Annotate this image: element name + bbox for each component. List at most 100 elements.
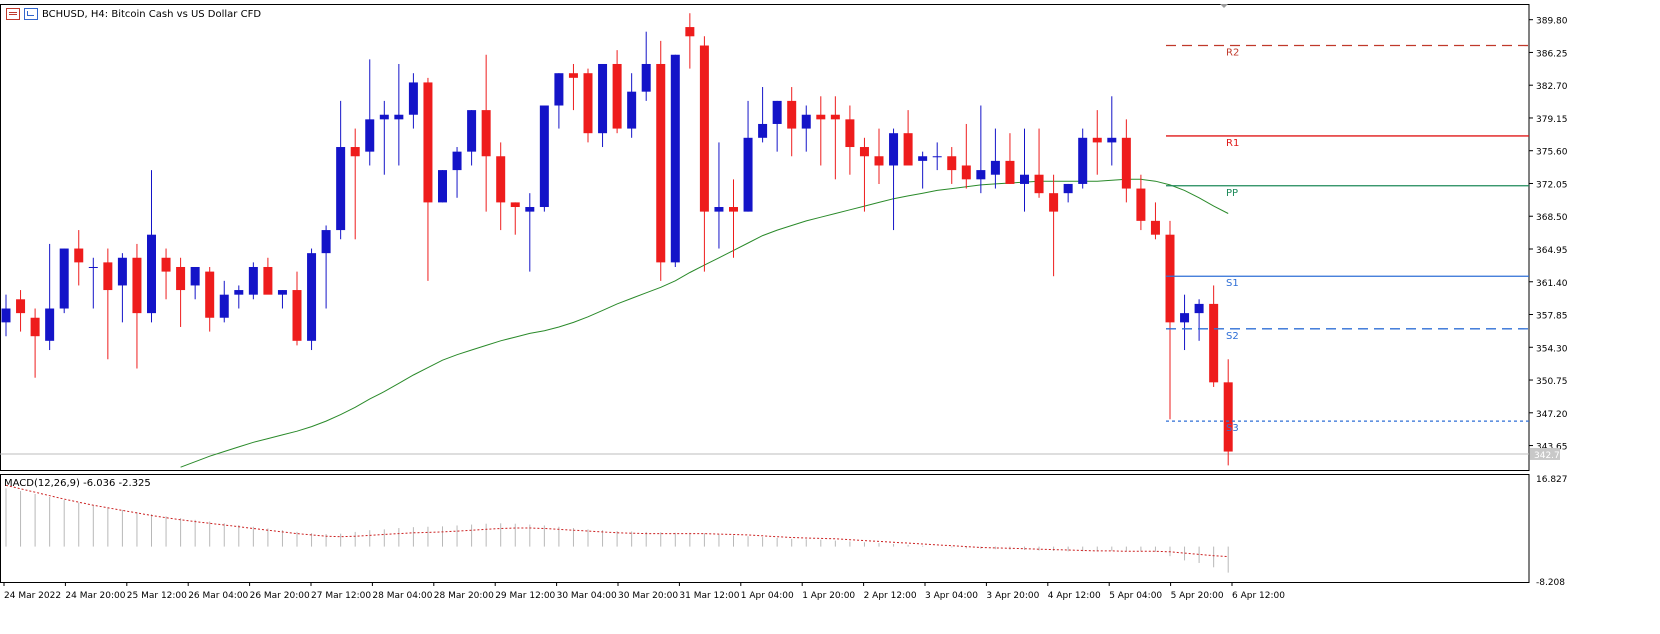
time-tick-label: 3 Apr 04:00 [925, 591, 978, 601]
candle-body [132, 257, 142, 314]
time-tick-label: 31 Mar 12:00 [679, 591, 739, 601]
candle [292, 271, 302, 346]
main-plot-border [0, 4, 1530, 471]
price-tick-label: 386.25 [1536, 49, 1568, 59]
candle [248, 262, 258, 300]
candle-body [147, 234, 156, 314]
time-tick-label: 30 Mar 04:00 [557, 591, 617, 601]
candle [147, 170, 156, 323]
candle-body [263, 266, 273, 295]
candle-body [787, 100, 797, 129]
candle [1150, 202, 1160, 240]
candle [961, 123, 971, 189]
candle-body [1049, 193, 1059, 212]
candle-body [1, 308, 11, 323]
candle [336, 100, 346, 240]
candle [350, 128, 360, 240]
candle-body [1209, 303, 1219, 383]
price-tick-label: 361.40 [1536, 279, 1568, 289]
candle-body [1194, 303, 1204, 314]
time-tick-label: 24 Mar 2022 [4, 591, 61, 601]
macd-axis-bottom-label: -8.208 [1536, 578, 1565, 588]
candle-body [510, 202, 520, 208]
candle-body [248, 266, 258, 295]
candle-body [103, 262, 113, 291]
time-tick-label: 1 Apr 20:00 [802, 591, 855, 601]
candle [117, 253, 127, 323]
candle-body [539, 105, 549, 208]
time-tick-label: 25 Mar 12:00 [127, 591, 187, 601]
candle-body [379, 114, 389, 120]
candle [467, 110, 477, 166]
candle [1165, 220, 1175, 420]
current-price-label: 342.74 [1534, 451, 1566, 461]
candle [874, 128, 884, 184]
candle [481, 54, 491, 212]
time-tick-label: 5 Apr 20:00 [1171, 591, 1224, 601]
candle-body [277, 290, 287, 295]
candle [190, 266, 200, 300]
candle [627, 73, 637, 138]
candle-body [889, 133, 899, 166]
candle-body [1165, 234, 1175, 323]
time-tick-label: 2 Apr 12:00 [864, 591, 917, 601]
time-tick-label: 28 Mar 04:00 [372, 591, 432, 601]
candle-body [176, 266, 186, 291]
candle [277, 290, 287, 309]
chart-type-icon[interactable] [24, 8, 38, 20]
price-tick-label: 375.60 [1536, 148, 1568, 158]
candle [918, 151, 928, 189]
candle-body [1136, 188, 1146, 221]
pivot-label-s3: S3 [1226, 423, 1239, 434]
candle-body [874, 156, 884, 166]
candle [321, 225, 331, 309]
candle-body [1020, 174, 1029, 184]
candle-body [1180, 313, 1190, 323]
candle-body [365, 119, 375, 152]
candle-body [1150, 220, 1160, 235]
price-tick-label: 368.50 [1536, 213, 1568, 223]
candle [772, 100, 782, 152]
chart-menu-icon[interactable] [6, 8, 20, 20]
candle-body [336, 147, 346, 231]
candle [859, 137, 869, 212]
candle [74, 230, 84, 286]
candle-body [714, 207, 724, 212]
candle [510, 202, 520, 235]
candle [394, 63, 404, 166]
pivot-label-r1: R1 [1226, 138, 1239, 149]
candle-body [452, 151, 462, 171]
candle [219, 280, 229, 323]
candle [612, 50, 622, 134]
candle-body [234, 290, 244, 295]
candle [889, 128, 899, 231]
candle [423, 77, 433, 281]
candle [379, 100, 389, 175]
candle-body [1034, 174, 1044, 194]
candle-body [758, 123, 768, 138]
candle-body [481, 110, 491, 157]
candle-body [990, 160, 1000, 175]
candle-body [525, 207, 535, 212]
candle-body [161, 257, 171, 272]
time-tick-label: 3 Apr 20:00 [986, 591, 1039, 601]
candle-body [321, 230, 331, 254]
pivot-label-r2: R2 [1226, 48, 1239, 59]
candle [205, 266, 215, 332]
candle [568, 63, 578, 111]
candle-body [423, 82, 433, 203]
candle-body [438, 170, 447, 203]
candle [1136, 174, 1146, 231]
pivot-label-s1: S1 [1226, 278, 1239, 289]
candle-body [88, 266, 98, 268]
candle [1209, 285, 1219, 387]
candle [408, 73, 418, 129]
scroll-marker-icon[interactable] [1220, 4, 1228, 8]
candle-body [816, 114, 826, 120]
candle [947, 147, 957, 184]
pivot-label-pp: PP [1226, 188, 1238, 199]
candle-body [1063, 183, 1073, 194]
candle [976, 105, 986, 194]
